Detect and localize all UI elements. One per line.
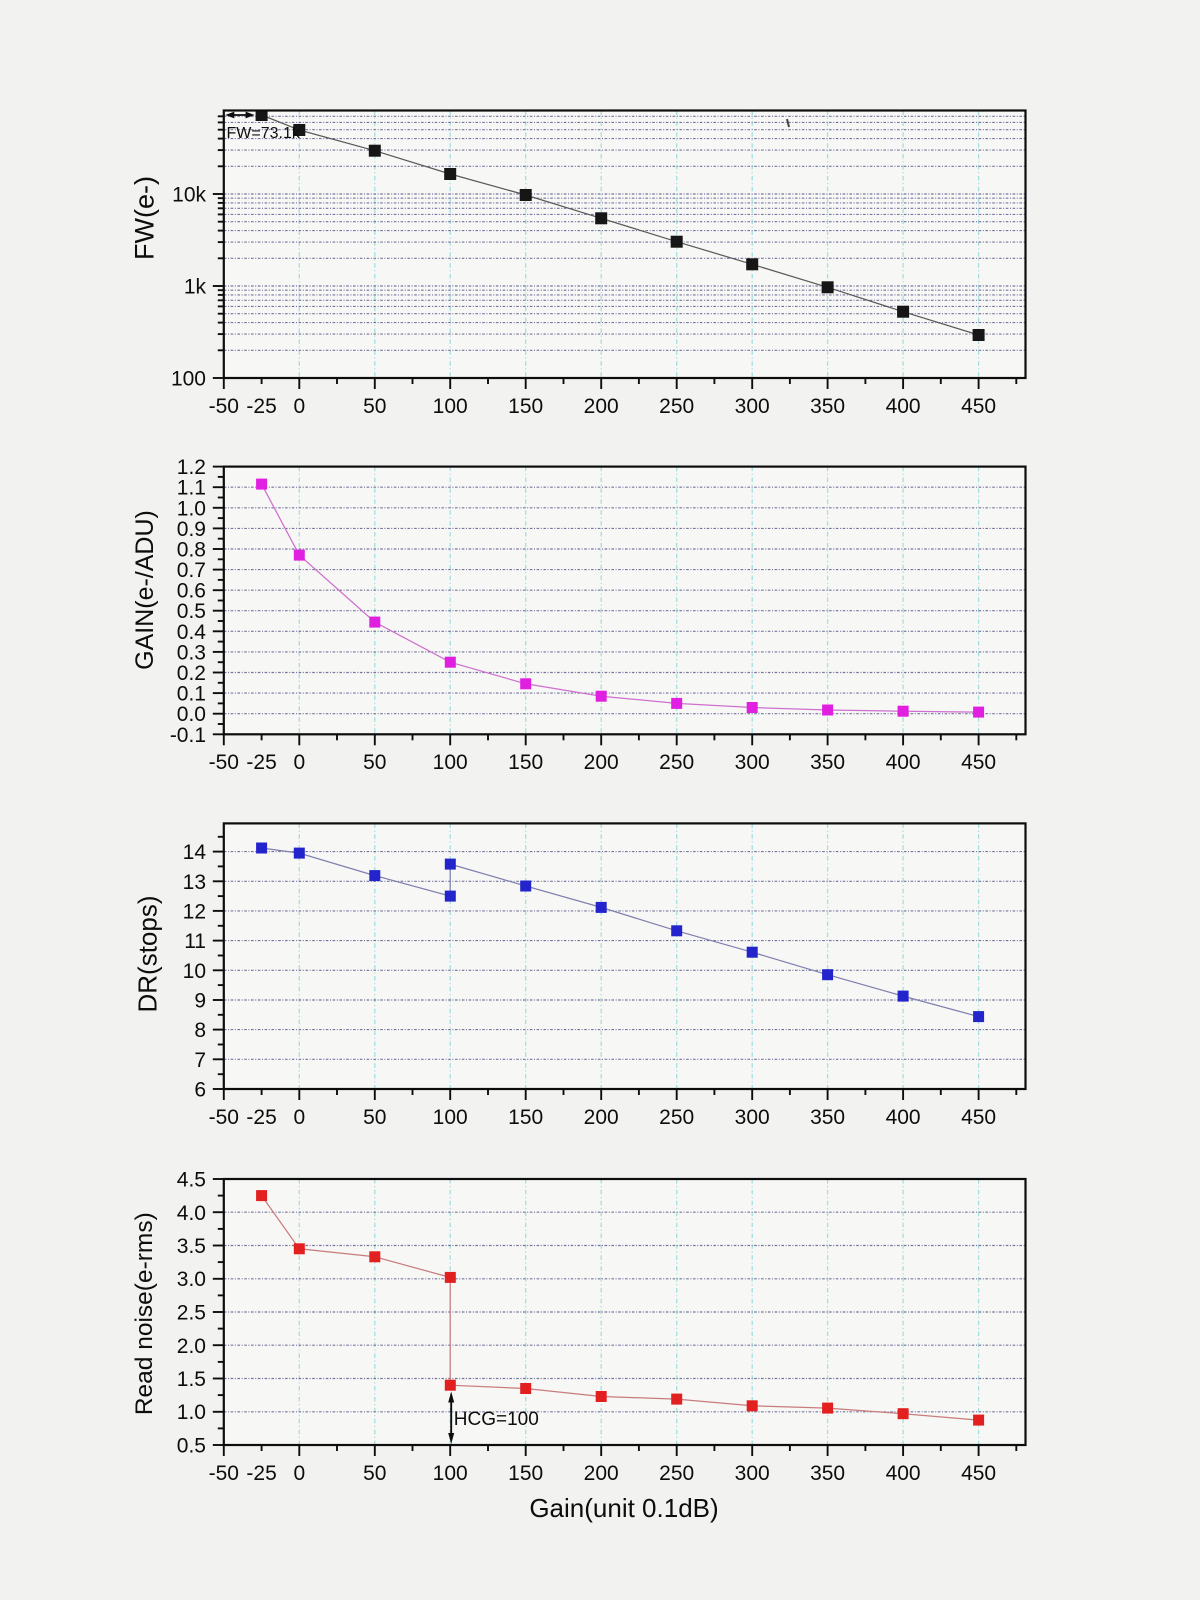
svg-text:1.5: 1.5: [177, 1368, 206, 1391]
svg-text:50: 50: [363, 1462, 386, 1485]
svg-text:-25: -25: [246, 395, 276, 418]
svg-text:1.2: 1.2: [177, 456, 206, 479]
svg-text:200: 200: [584, 751, 619, 774]
svg-text:Gain(unit 0.1dB): Gain(unit 0.1dB): [529, 1493, 718, 1523]
svg-text:1.0: 1.0: [177, 1401, 206, 1424]
svg-text:14: 14: [183, 841, 207, 864]
svg-text:1.1: 1.1: [177, 477, 206, 500]
svg-text:-50: -50: [209, 1106, 239, 1129]
svg-text:0.9: 0.9: [177, 518, 206, 541]
svg-text:300: 300: [735, 1106, 770, 1129]
svg-text:0.1: 0.1: [177, 683, 206, 706]
svg-text:250: 250: [659, 1106, 694, 1129]
svg-text:0.2: 0.2: [177, 662, 206, 685]
svg-text:400: 400: [886, 1462, 921, 1485]
svg-text:100: 100: [433, 395, 468, 418]
svg-text:200: 200: [584, 395, 619, 418]
svg-text:350: 350: [810, 1462, 845, 1485]
svg-text:200: 200: [584, 1106, 619, 1129]
svg-text:-50: -50: [209, 751, 239, 774]
svg-text:300: 300: [735, 395, 770, 418]
svg-text:4.5: 4.5: [177, 1169, 206, 1192]
svg-text:100: 100: [433, 1106, 468, 1129]
svg-text:0.4: 0.4: [177, 621, 207, 644]
svg-text:450: 450: [961, 1462, 996, 1485]
svg-text:12: 12: [183, 900, 206, 923]
svg-text:-25: -25: [246, 751, 276, 774]
svg-text:150: 150: [508, 751, 543, 774]
svg-text:150: 150: [508, 1106, 543, 1129]
svg-text:400: 400: [886, 751, 921, 774]
svg-text:400: 400: [886, 1106, 921, 1129]
svg-text:450: 450: [961, 1106, 996, 1129]
svg-text:10: 10: [183, 960, 206, 983]
svg-text:0.5: 0.5: [177, 1435, 206, 1458]
svg-text:FW=73.1k: FW=73.1k: [227, 125, 301, 142]
svg-text:FW(e-): FW(e-): [130, 176, 160, 260]
svg-text:DR(stops): DR(stops): [132, 895, 162, 1012]
svg-text:0.0: 0.0: [177, 703, 206, 726]
svg-text:-25: -25: [246, 1462, 276, 1485]
svg-text:250: 250: [659, 1462, 694, 1485]
svg-text:350: 350: [810, 1106, 845, 1129]
svg-text:0.5: 0.5: [177, 600, 206, 623]
svg-text:150: 150: [508, 1462, 543, 1485]
svg-text:200: 200: [584, 1462, 619, 1485]
svg-text:400: 400: [886, 395, 921, 418]
svg-text:7: 7: [194, 1049, 206, 1072]
svg-text:0: 0: [293, 1106, 305, 1129]
svg-text:0.7: 0.7: [177, 559, 206, 582]
svg-text:0.6: 0.6: [177, 580, 206, 603]
svg-text:100: 100: [171, 368, 206, 391]
svg-text:50: 50: [363, 1106, 386, 1129]
svg-text:9: 9: [194, 990, 206, 1013]
svg-text:1.0: 1.0: [177, 497, 206, 520]
svg-text:8: 8: [194, 1019, 206, 1042]
svg-text:3.5: 3.5: [177, 1235, 206, 1258]
svg-text:-25: -25: [246, 1106, 276, 1129]
svg-text:4.0: 4.0: [177, 1202, 206, 1225]
svg-text:300: 300: [735, 1462, 770, 1485]
svg-text:450: 450: [961, 395, 996, 418]
svg-text:11: 11: [184, 930, 206, 953]
svg-text:350: 350: [810, 395, 845, 418]
svg-text:50: 50: [363, 395, 386, 418]
svg-text:450: 450: [961, 751, 996, 774]
svg-text:3.0: 3.0: [177, 1268, 206, 1291]
svg-text:100: 100: [433, 751, 468, 774]
svg-text:0.8: 0.8: [177, 539, 206, 562]
svg-text:2.0: 2.0: [177, 1335, 206, 1358]
svg-text:100: 100: [433, 1462, 468, 1485]
svg-text:HCG=100: HCG=100: [454, 1409, 539, 1430]
svg-text:2.5: 2.5: [177, 1302, 206, 1325]
svg-text:-50: -50: [209, 1462, 239, 1485]
svg-text:0.3: 0.3: [177, 641, 206, 664]
svg-text:250: 250: [659, 751, 694, 774]
svg-text:-50: -50: [209, 395, 239, 418]
svg-text:-0.1: -0.1: [170, 724, 206, 747]
svg-text:0: 0: [293, 395, 305, 418]
svg-text:1k: 1k: [184, 276, 207, 299]
svg-text:350: 350: [810, 751, 845, 774]
svg-text:50: 50: [363, 751, 386, 774]
svg-text:0: 0: [293, 751, 305, 774]
svg-text:250: 250: [659, 395, 694, 418]
svg-text:300: 300: [735, 751, 770, 774]
svg-text:13: 13: [183, 871, 206, 894]
svg-text:0: 0: [293, 1462, 305, 1485]
svg-text:GAIN(e-/ADU): GAIN(e-/ADU): [131, 510, 159, 670]
svg-text:Read noise(e-rms): Read noise(e-rms): [131, 1212, 158, 1415]
svg-text:6: 6: [194, 1079, 206, 1102]
svg-text:150: 150: [508, 395, 543, 418]
svg-text:10k: 10k: [172, 184, 206, 207]
